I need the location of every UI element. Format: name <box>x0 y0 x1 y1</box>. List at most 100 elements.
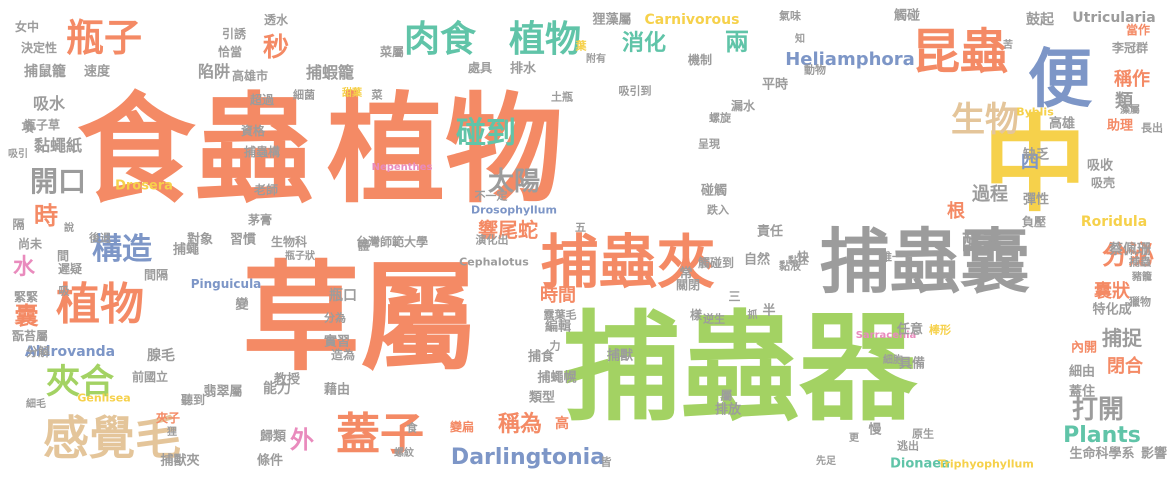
cloud-word-w188: 獵物 <box>1129 295 1151 309</box>
cloud-word-w82: 具備 <box>898 356 926 372</box>
cloud-word-w103: 教授 <box>273 372 301 388</box>
cloud-word-w135: 生物科 <box>270 235 308 249</box>
cloud-word-w185: 屬 <box>719 389 733 401</box>
cloud-word-w139: 造為 <box>330 348 356 362</box>
cloud-word-w71: 鼓起 <box>1026 12 1054 28</box>
cloud-word-w118: 瓶子草 <box>23 118 61 132</box>
cloud-word-w178: 先足 <box>816 456 836 467</box>
cloud-word-w148: 漏水 <box>730 99 756 113</box>
cloud-word-w197: 露葉毛 <box>543 308 577 322</box>
cloud-word-w152: 跌入 <box>707 203 729 217</box>
cloud-word-w56: Drosophyllum <box>471 203 557 217</box>
cloud-word-w23: 打開 <box>1071 395 1125 425</box>
cloud-word-w92: 捕獸 <box>606 348 634 364</box>
cloud-word-w122: 引誘 <box>221 27 247 41</box>
cloud-word-w24: Plants <box>1063 423 1141 448</box>
cloud-word-w63: Byblis <box>1016 105 1054 119</box>
cloud-word-w53: 狸藻屬 <box>592 12 632 28</box>
cloud-word-w68: 影響 <box>1140 446 1168 462</box>
cloud-word-w134: 捕蠅 <box>172 242 200 258</box>
cloud-word-w41: 囊狀 <box>1094 281 1130 302</box>
cloud-word-w180: 細毛 <box>26 399 46 410</box>
cloud-word-w03: 草屬 <box>241 249 479 387</box>
cloud-word-w199: 苦 <box>1003 40 1013 51</box>
cloud-word-w91: 排放 <box>714 402 742 418</box>
cloud-word-w110: 分解 <box>25 345 51 359</box>
cloud-word-w12: 植物 <box>508 19 582 60</box>
cloud-word-w48: 黏蠅紙 <box>33 136 83 155</box>
cloud-word-w172: 附有 <box>586 54 606 65</box>
cloud-word-w193: 葉 <box>575 39 587 53</box>
cloud-word-w105: 夾子 <box>155 411 181 425</box>
cloud-word-w169: 間 <box>56 249 70 263</box>
cloud-word-w14: 蓋子 <box>336 409 424 460</box>
cloud-word-w182: 螺紋 <box>394 448 414 459</box>
cloud-word-w93: 捕食 <box>527 349 555 365</box>
cloud-word-w176: 唯一 <box>881 250 903 264</box>
cloud-word-w181: 狸 <box>167 427 177 438</box>
cloud-word-w07: 便 <box>1028 43 1092 117</box>
cloud-word-w133: 對象 <box>186 232 214 248</box>
cloud-word-w54: Drosera <box>115 178 173 194</box>
cloud-word-w25: 秒 <box>262 33 290 63</box>
cloud-word-w16: 生物 <box>951 100 1019 140</box>
cloud-word-w131: 茅膏 <box>247 213 273 227</box>
cloud-word-w101: 歸類 <box>259 429 287 445</box>
cloud-word-w47: 吸水 <box>32 94 66 113</box>
cloud-word-w50: 捕蝦籠 <box>305 63 355 82</box>
cloud-word-w186: 五 <box>573 221 587 233</box>
cloud-word-w43: 根 <box>944 201 965 219</box>
cloud-word-w127: 超過 <box>249 93 275 107</box>
cloud-word-w154: 自然 <box>743 252 771 268</box>
cloud-word-w39: 過程 <box>972 184 1008 205</box>
cloud-word-w10: 感覺毛 <box>43 411 181 465</box>
cloud-word-w200: 甜葉 <box>342 88 362 99</box>
cloud-word-w96: 類型 <box>528 390 556 406</box>
cloud-word-w31: 響尾蛇 <box>478 218 538 242</box>
cloud-word-w171: 吸 <box>58 284 70 298</box>
cloud-word-w150: 呈現 <box>698 137 720 151</box>
cloud-word-w17: 夾合 <box>46 362 114 402</box>
cloud-word-w44: 稱作 <box>1114 69 1150 90</box>
cloud-word-w137: 瓶口 <box>329 288 357 304</box>
cloud-word-w149: 螺旋 <box>709 111 731 125</box>
cloud-word-w87: 慢 <box>868 422 882 438</box>
cloud-word-w153: 責任 <box>756 224 784 240</box>
cloud-word-w173: 知 <box>795 34 805 45</box>
cloud-word-w183: 食 <box>406 421 418 435</box>
cloud-word-w28: Heliamphora <box>785 49 915 70</box>
cloud-word-w132: 習慣 <box>229 232 257 248</box>
cloud-word-w76: 吸壳 <box>1090 176 1116 190</box>
cloud-word-w194: 細胞 <box>883 355 903 366</box>
cloud-word-w18: 碰到 <box>456 116 516 151</box>
cloud-word-w01: 食蟲 <box>76 81 314 219</box>
cloud-word-w106: 翡翠屬 <box>203 384 243 400</box>
cloud-word-w143: 菜屬 <box>379 45 405 59</box>
cloud-word-w34: 四 <box>1021 152 1039 173</box>
cloud-word-w147: 吸引到 <box>618 84 652 98</box>
cloud-word-w142: 排水 <box>509 61 537 77</box>
cloud-word-w26: 消化 <box>621 31 667 56</box>
cloud-word-w85: 任意 <box>896 322 924 338</box>
cloud-word-w104: 藉由 <box>323 382 351 398</box>
cloud-word-w191: 豬籠 <box>1132 272 1152 283</box>
cloud-word-w02: 植物 <box>326 81 564 219</box>
cloud-word-w60: Pinguicula <box>190 277 262 291</box>
cloud-word-w99: 捕獸夾 <box>160 453 200 469</box>
cloud-word-w81: 特化成 <box>1092 302 1132 318</box>
cloud-word-w129: 捕蟲構 <box>243 145 281 159</box>
cloud-word-w192: 菜 <box>371 88 383 102</box>
cloud-word-w49: 陷阱 <box>197 62 231 81</box>
cloud-word-w187: 棒形 <box>929 323 951 337</box>
cloud-word-w116: 吸引 <box>8 149 28 160</box>
cloud-word-w123: 透水 <box>263 13 289 27</box>
cloud-word-w52: Utricularia <box>1072 10 1156 26</box>
cloud-word-w66: 台灣師範大學 <box>355 235 429 249</box>
cloud-word-w84: 內開 <box>1070 340 1098 356</box>
cloud-word-w195: 瓶子狀 <box>285 251 315 262</box>
cloud-word-w155: 快 <box>796 250 810 264</box>
cloud-word-w156: 黏住 <box>788 256 808 267</box>
cloud-word-w04: 捕蟲器 <box>562 299 918 437</box>
cloud-word-w51: Carnivorous <box>644 12 740 28</box>
cloud-word-w163: 黏液 <box>779 259 801 273</box>
